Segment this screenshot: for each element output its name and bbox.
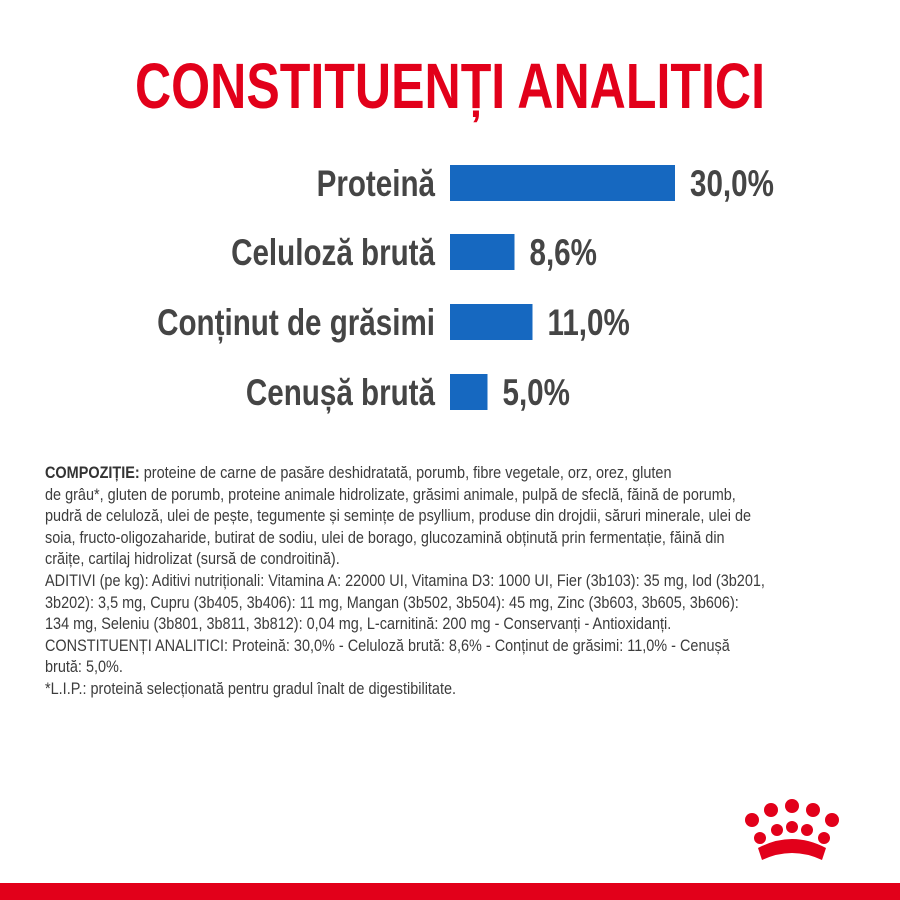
category-label: Celuloză brută [231,233,435,274]
logo [745,799,839,860]
bar [450,304,533,340]
text-line: pudră de celuloză, ulei de pește, tegume… [45,505,861,527]
category-label: Cenușă brută [246,373,435,414]
detail-line: 3b202): 3,5 mg, Cupru (3b405, 3b406): 11… [45,592,739,612]
value-label: 8,6% [530,233,597,274]
value-label: 5,0% [502,373,569,414]
footer-band [0,883,900,900]
composition-label: COMPOZIȚIE: [45,463,140,482]
detail-line: CONSTITUENȚI ANALITICI: Proteină: 30,0% … [45,635,730,655]
composition-text: COMPOZIȚIE: proteine de carne de pasăre … [45,462,861,700]
category-label: Conținut de grăsimi [157,303,435,344]
bar [450,165,675,201]
detail-line: ADITIVI (pe kg): Aditivi nutriționali: V… [45,570,765,590]
value-label: 30,0% [690,164,774,205]
composition-line: crăițe, cartilaj hidrolizat (sursă de co… [45,549,340,569]
text-line: COMPOZIȚIE: proteine de carne de pasăre … [45,462,861,484]
detail-line: 134 mg, Seleniu (3b801, 3b811, 3b812): 0… [45,614,672,634]
composition-line: soia, fructo-oligozaharide, butirat de s… [45,527,725,547]
composition-line: pudră de celuloză, ulei de pește, tegume… [45,506,752,526]
text-line: crăițe, cartilaj hidrolizat (sursă de co… [45,548,861,570]
composition-line: proteine de carne de pasăre deshidratată… [143,463,672,482]
text-line: soia, fructo-oligozaharide, butirat de s… [45,527,861,549]
bar [450,374,488,410]
bar [450,234,515,270]
category-label: Proteină [317,164,436,205]
text-line: de grâu*, gluten de porumb, proteine ani… [45,484,861,506]
detail-line: *L.I.P.: proteină selecționată pentru gr… [45,678,457,698]
composition-line: de grâu*, gluten de porumb, proteine ani… [45,484,736,504]
detail-line: brută: 5,0%. [45,657,123,677]
value-label: 11,0% [548,303,630,344]
chart-title: CONSTITUENȚI ANALITICI [135,50,765,123]
